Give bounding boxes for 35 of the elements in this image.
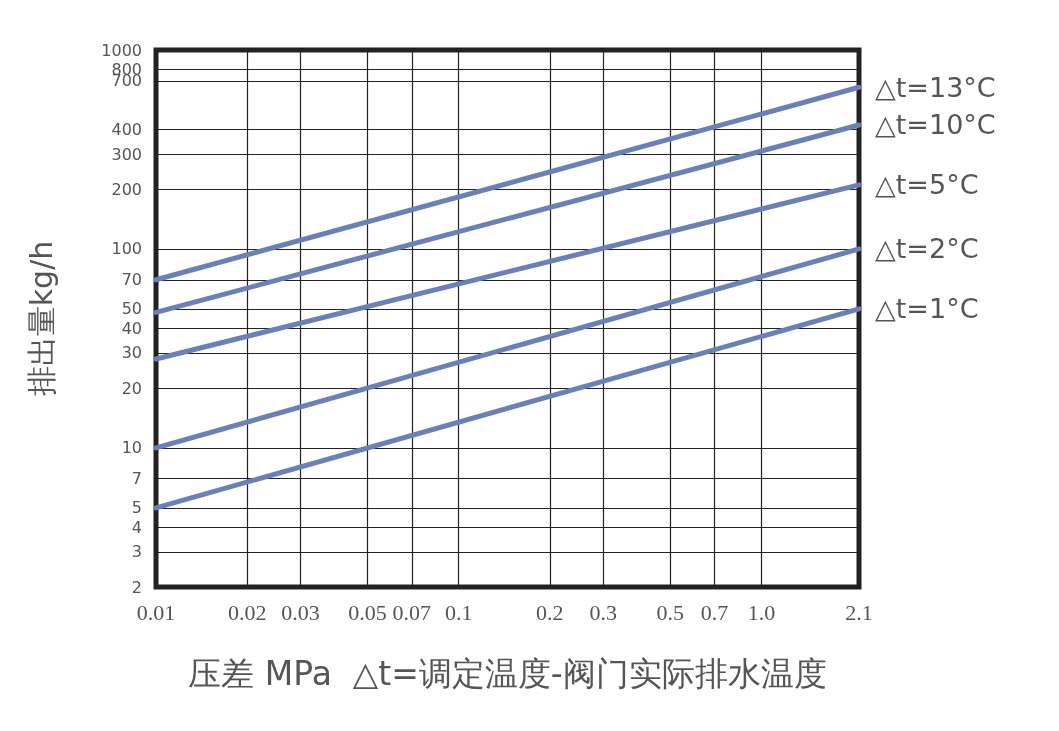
x-tick-label: 0.03 [281, 599, 320, 625]
x-tick-label: 0.02 [227, 599, 267, 625]
x-tick-label: 1.0 [747, 599, 776, 625]
series-label: △t=2°C [875, 233, 979, 265]
y-tick-label: 100 [111, 239, 142, 259]
y-tick-label: 50 [121, 299, 142, 319]
x-tick-label: 0.05 [348, 599, 387, 625]
y-tick-label: 10 [121, 438, 142, 458]
x-tick-label: 0.2 [536, 599, 564, 625]
x-axis-title: 压差 MPa △t=调定温度-阀门实际排水温度 [188, 654, 827, 693]
x-tick-label: 0.7 [700, 599, 729, 625]
y-tick-label: 40 [121, 318, 142, 338]
x-tick-label: 0.01 [136, 599, 176, 625]
series-label: △t=1°C [875, 293, 979, 325]
y-tick-label: 400 [111, 119, 142, 139]
y-tick-label: 7 [131, 469, 142, 489]
y-tick-label: 1000 [101, 40, 142, 60]
y-tick-label: 2 [131, 577, 142, 597]
y-tick-label: 300 [111, 144, 142, 164]
x-tick-label: 0.1 [444, 599, 473, 625]
y-tick-label: 3 [131, 542, 142, 562]
x-tick-label: 0.3 [589, 599, 617, 625]
y-tick-label: 200 [111, 179, 142, 199]
y-tick-label: 5 [131, 498, 142, 518]
series-label: △t=5°C [875, 169, 979, 201]
y-axis-title: 排出量kg/h [23, 240, 59, 397]
y-tick-label: 4 [131, 517, 142, 537]
x-tick-label: 0.07 [392, 599, 432, 625]
series-label: △t=10°C [875, 109, 996, 141]
y-tick-label: 20 [121, 378, 142, 398]
x-tick-label: 2.1 [845, 599, 873, 625]
y-tick-label: 70 [121, 270, 142, 290]
y-tick-label: 30 [121, 343, 142, 363]
series-label: △t=13°C [875, 71, 996, 103]
x-tick-label: 0.5 [656, 599, 685, 625]
